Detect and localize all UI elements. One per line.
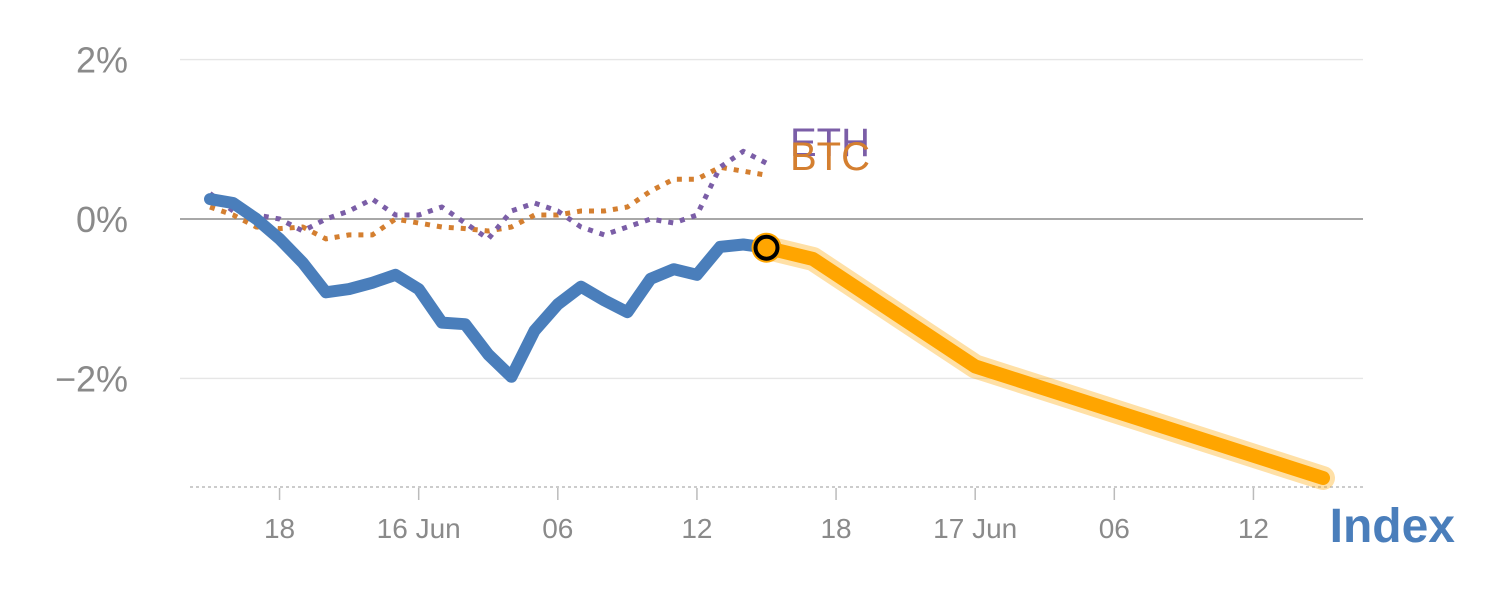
x-tick-label: 06	[1099, 513, 1130, 544]
x-axis-ticks: 18 16 Jun 06 12 18 17 Jun 06 12	[264, 488, 1269, 544]
series-layer	[204, 148, 1335, 490]
y-axis-ticks: 2% 0% −2%	[55, 40, 128, 400]
gridlines	[180, 58, 1363, 380]
x-tick-label: 16 Jun	[377, 513, 461, 544]
x-tick-label: 17 Jun	[933, 513, 1017, 544]
series-label-btc: BTC	[790, 135, 870, 179]
series-line-index	[204, 193, 773, 383]
series-labels: ETH BTC	[790, 121, 870, 179]
x-tick-label: 18	[820, 513, 851, 544]
y-tick-label: 0%	[76, 199, 128, 240]
x-tick-label: 06	[542, 513, 573, 544]
x-tick-label: 12	[1238, 513, 1269, 544]
y-tick-label: −2%	[55, 358, 128, 399]
current-value-marker-inner	[753, 234, 780, 261]
series-line-btc	[209, 164, 767, 242]
y-tick-label: 2%	[76, 40, 128, 81]
x-tick-label: 18	[264, 513, 295, 544]
x-axis-title: Index	[1330, 500, 1456, 553]
series-label-eth: ETH	[790, 121, 870, 165]
series-line-index-forecast	[759, 240, 1330, 485]
x-tick-label: 12	[681, 513, 712, 544]
